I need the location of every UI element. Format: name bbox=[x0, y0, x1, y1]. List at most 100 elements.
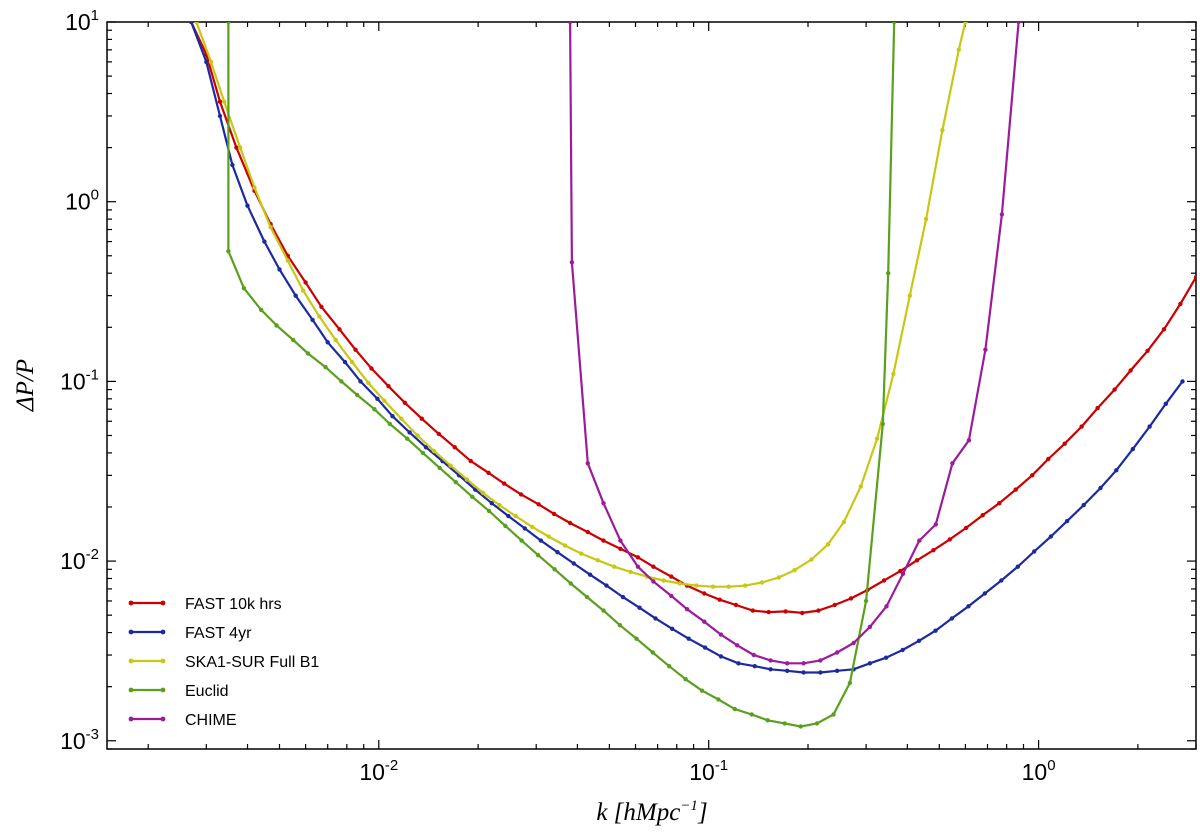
data-point bbox=[339, 379, 344, 384]
legend-item: CHIME bbox=[128, 712, 237, 729]
data-point bbox=[907, 293, 912, 298]
data-point bbox=[816, 608, 821, 613]
data-point bbox=[431, 448, 437, 454]
data-point bbox=[310, 317, 315, 323]
legend-item: FAST 10k hrs bbox=[128, 596, 282, 613]
data-point bbox=[1016, 22, 1021, 25]
data-point bbox=[900, 571, 906, 576]
data-point bbox=[423, 445, 429, 450]
data-point bbox=[818, 670, 823, 675]
data-point bbox=[579, 551, 584, 556]
data-point bbox=[847, 680, 853, 686]
data-point bbox=[950, 461, 955, 466]
data-point bbox=[718, 654, 724, 659]
x-tick-label: 10-1 bbox=[689, 757, 728, 785]
legend-marker bbox=[160, 600, 166, 606]
data-point bbox=[726, 584, 731, 589]
data-point bbox=[399, 416, 404, 421]
data-point bbox=[1030, 473, 1035, 478]
data-point bbox=[569, 260, 575, 265]
data-point bbox=[617, 623, 623, 628]
data-point bbox=[832, 602, 837, 608]
data-point bbox=[480, 490, 486, 495]
legend-label: FAST 4yr bbox=[185, 625, 252, 642]
data-point bbox=[226, 249, 231, 254]
data-point bbox=[387, 421, 392, 427]
data-point bbox=[584, 594, 590, 600]
data-point bbox=[1112, 387, 1117, 392]
data-point bbox=[749, 712, 754, 717]
legend-label: CHIME bbox=[185, 712, 237, 729]
data-point bbox=[323, 365, 328, 370]
data-point bbox=[637, 605, 642, 610]
data-point bbox=[595, 558, 600, 563]
data-point bbox=[568, 581, 573, 586]
data-point bbox=[966, 604, 971, 609]
series-fast-4yr bbox=[189, 22, 1185, 675]
legend-marker bbox=[128, 687, 134, 693]
legend-marker bbox=[128, 716, 134, 722]
data-point bbox=[262, 239, 267, 244]
legend-marker bbox=[160, 687, 166, 693]
data-point bbox=[259, 307, 264, 313]
data-point bbox=[814, 721, 820, 726]
legend-label: FAST 10k hrs bbox=[185, 596, 282, 613]
data-point bbox=[567, 22, 573, 25]
data-point bbox=[358, 379, 363, 384]
legend-item: SKA1-SUR Full B1 bbox=[128, 654, 319, 671]
data-point bbox=[372, 407, 377, 412]
data-point bbox=[536, 502, 541, 507]
data-point bbox=[601, 608, 606, 613]
data-point bbox=[552, 567, 557, 572]
data-point bbox=[1032, 549, 1037, 554]
data-point bbox=[669, 593, 674, 599]
series-ska1-sur-full-b1 bbox=[194, 22, 968, 589]
data-point bbox=[241, 286, 247, 291]
data-point bbox=[702, 619, 707, 624]
data-point bbox=[694, 583, 699, 588]
data-point bbox=[1193, 275, 1196, 280]
legend-marker bbox=[160, 716, 166, 722]
legend-marker bbox=[128, 629, 134, 635]
data-point bbox=[503, 523, 508, 529]
data-point bbox=[651, 564, 656, 569]
data-point bbox=[982, 591, 987, 596]
data-point bbox=[947, 537, 952, 542]
data-point bbox=[437, 465, 442, 471]
data-point bbox=[1013, 487, 1018, 492]
data-point bbox=[677, 581, 683, 586]
data-point bbox=[716, 697, 721, 702]
x-tick-label: 10-2 bbox=[359, 757, 398, 785]
svg-text:ΔP/P: ΔP/P bbox=[12, 359, 39, 412]
data-point bbox=[390, 414, 395, 419]
data-point bbox=[486, 470, 491, 475]
data-point bbox=[468, 458, 473, 464]
data-point bbox=[204, 59, 209, 65]
data-point bbox=[743, 583, 748, 588]
axis-ticks bbox=[107, 21, 1197, 750]
data-point bbox=[1130, 446, 1136, 452]
data-point bbox=[317, 314, 322, 319]
legend-marker bbox=[160, 629, 166, 635]
data-point bbox=[917, 538, 922, 543]
data-point bbox=[874, 436, 880, 441]
data-point bbox=[884, 604, 889, 609]
data-point bbox=[798, 724, 803, 729]
data-point bbox=[661, 578, 666, 583]
data-point bbox=[222, 99, 227, 104]
data-point bbox=[268, 225, 273, 230]
legend-item: FAST 4yr bbox=[128, 625, 252, 642]
data-point bbox=[546, 534, 551, 539]
data-point bbox=[800, 610, 805, 616]
data-point bbox=[785, 661, 790, 666]
data-point bbox=[783, 609, 788, 614]
data-point bbox=[585, 461, 590, 466]
data-point bbox=[732, 706, 737, 712]
data-point bbox=[303, 280, 308, 285]
data-point bbox=[686, 636, 691, 641]
data-point bbox=[1147, 424, 1152, 429]
data-point bbox=[349, 359, 355, 365]
y-tick-label: 101 bbox=[65, 7, 99, 35]
data-point bbox=[634, 636, 639, 641]
data-point bbox=[234, 145, 239, 150]
